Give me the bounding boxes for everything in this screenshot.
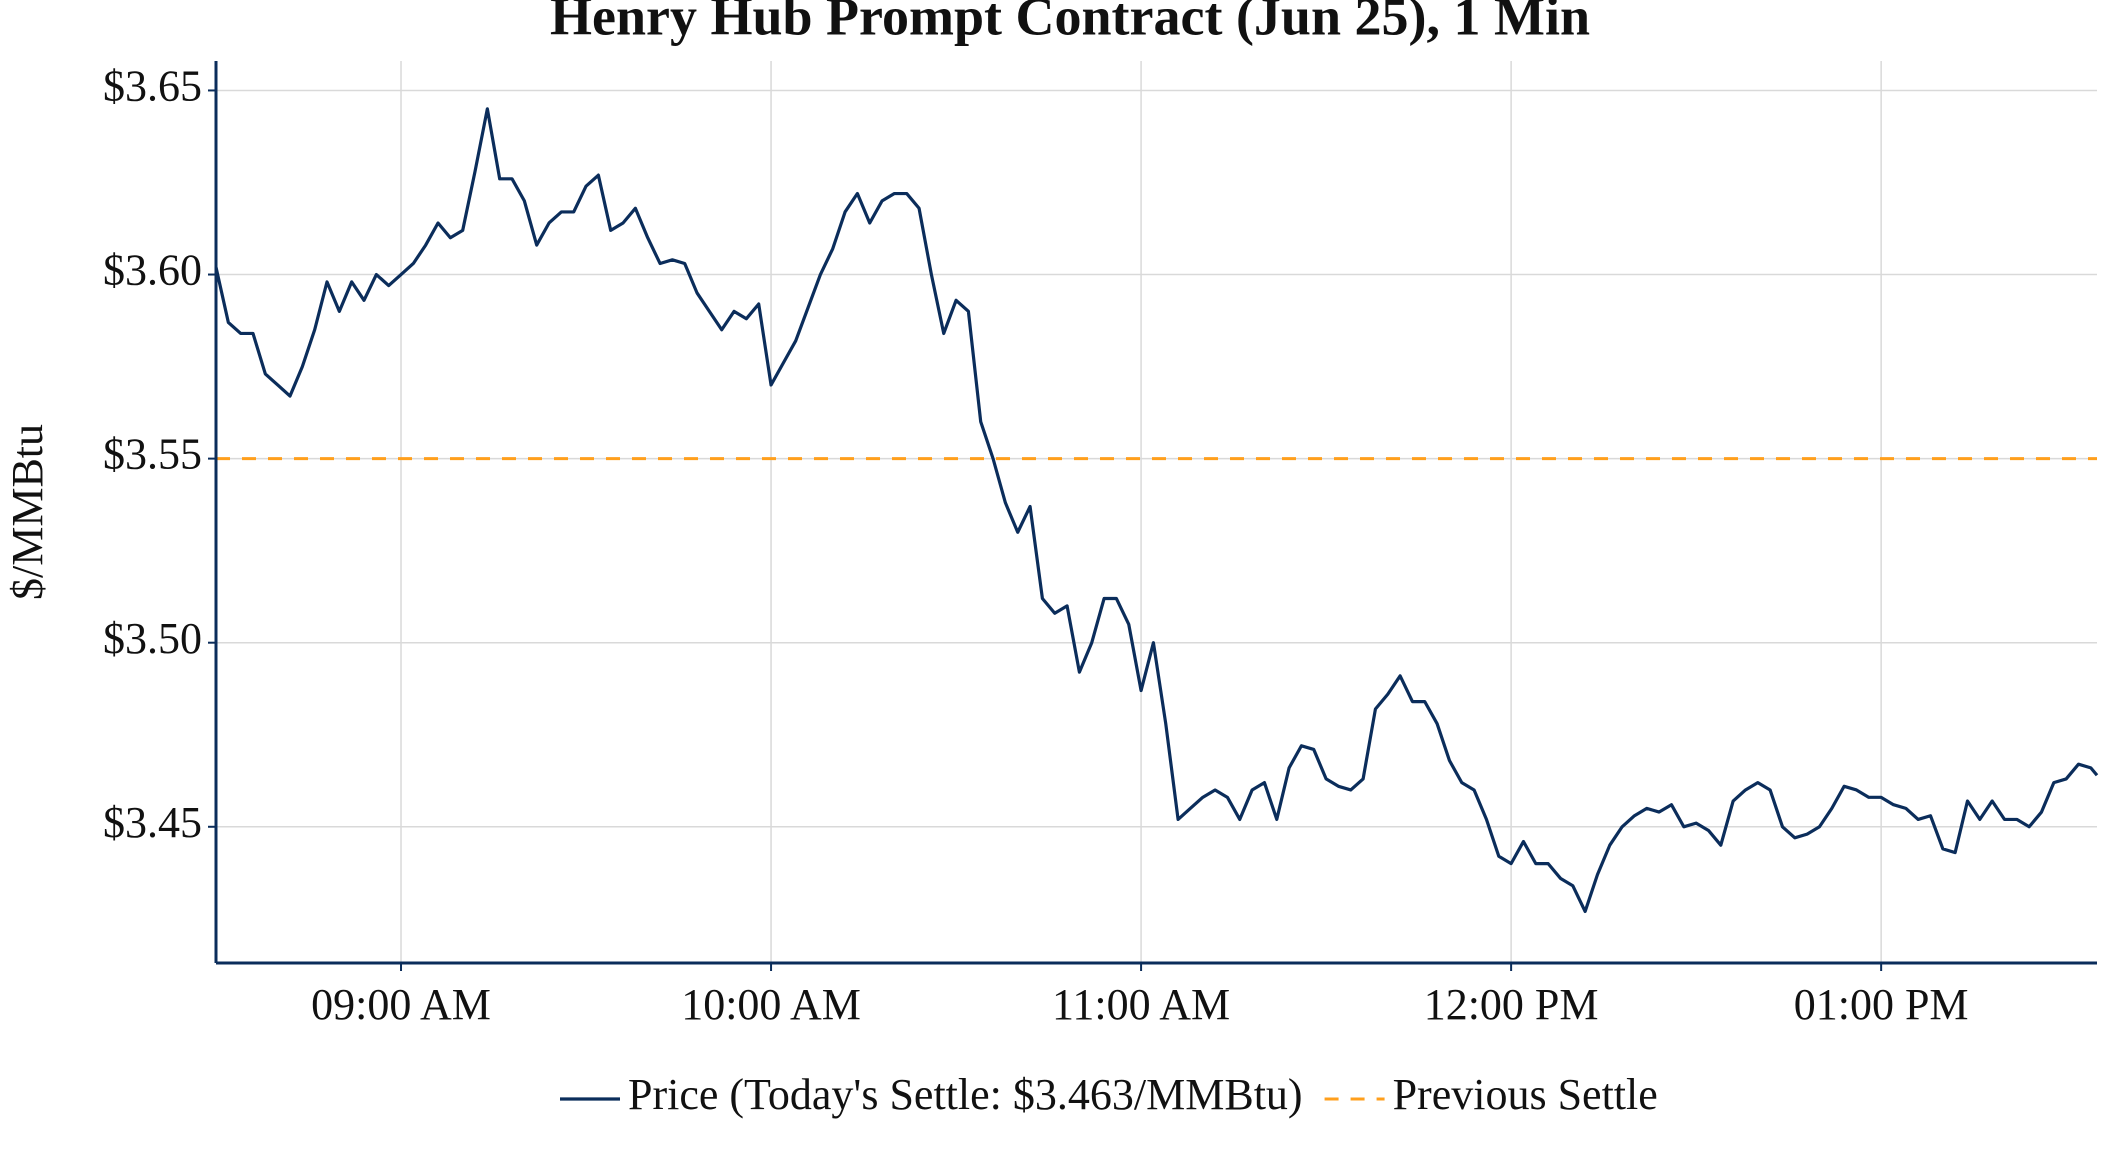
price-line	[214, 107, 2099, 914]
y-axis-label: $/MMBtu	[3, 424, 52, 600]
x-tick-label: 10:00 AM	[681, 980, 861, 1029]
y-tick-label: $3.55	[103, 430, 202, 479]
y-tick-label: $3.50	[103, 614, 202, 663]
x-tick-label: 01:00 PM	[1794, 980, 1969, 1029]
x-tick-label: 12:00 PM	[1424, 980, 1599, 1029]
x-tick-label: 11:00 AM	[1052, 980, 1230, 1029]
legend-label: Previous Settle	[1393, 1070, 1658, 1119]
x-tick-label: 09:00 AM	[311, 980, 491, 1029]
chart-title: Henry Hub Prompt Contract (Jun 25), 1 Mi…	[550, 0, 1590, 46]
y-tick-label: $3.60	[103, 246, 202, 295]
legend-label: Price (Today's Settle: $3.463/MMBtu)	[628, 1070, 1303, 1119]
y-tick-label: $3.45	[103, 798, 202, 847]
y-tick-label: $3.65	[103, 62, 202, 111]
